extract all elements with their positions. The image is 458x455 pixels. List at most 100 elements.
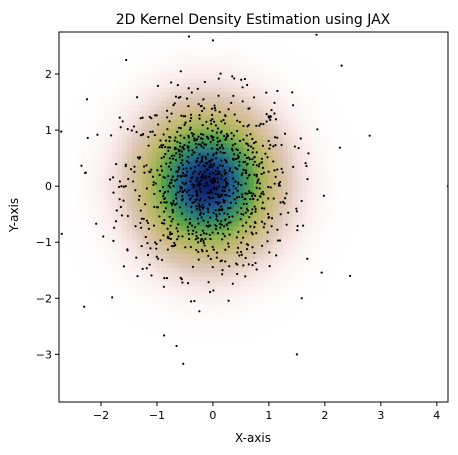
density-cell [229,365,235,371]
density-cell [195,230,201,237]
density-cell [78,50,84,56]
density-cell [165,272,172,278]
density-cell [146,147,152,153]
density-cell [151,346,157,352]
density-cell [151,45,157,52]
density-cell [127,193,133,200]
density-cell [97,156,104,163]
density-cell [277,59,284,65]
density-cell [78,115,84,121]
density-cell [190,203,196,209]
density-cell [141,397,148,402]
density-cell [219,281,225,287]
density-cell [97,198,104,204]
density-cell [287,337,293,343]
density-cell [146,96,152,102]
density-cell [224,392,230,398]
density-cell [287,286,293,292]
density-cell [316,355,323,361]
density-cell [263,217,269,223]
density-cell [161,230,167,237]
density-cell [224,337,230,343]
density-cell [282,59,289,65]
density-cell [282,184,289,190]
density-cell [306,337,313,343]
density-cell [204,351,211,357]
density-cell [277,318,284,324]
density-cell [345,180,352,186]
density-cell [102,346,109,352]
density-cell [209,73,216,79]
density-cell [229,323,235,329]
density-cell [292,374,298,380]
density-cell [78,309,84,315]
density-cell [102,41,109,47]
density-cell [297,170,303,176]
density-cell [185,170,191,176]
density-cell [107,295,114,301]
density-cell [321,392,328,398]
density-cell [151,272,157,278]
density-cell [214,184,221,190]
density-cell [224,388,230,394]
density-cell [88,295,94,301]
density-cell [224,143,230,149]
density-cell [180,309,187,315]
density-cell [224,184,230,190]
density-cell [345,129,352,135]
density-cell [117,50,123,56]
density-cell [238,314,245,320]
density-cell [209,291,216,297]
density-cell [321,87,328,93]
density-cell [316,78,323,84]
density-cell [175,59,182,65]
density-cell [331,59,337,65]
density-cell [175,156,182,163]
density-cell [331,69,337,75]
density-cell [97,323,104,329]
density-cell [122,212,128,218]
density-cell [258,106,264,112]
density-cell [156,124,162,130]
density-cell [180,314,187,320]
density-cell [117,73,123,79]
density-cell [306,235,313,241]
density-cell [287,207,293,213]
density-cell [258,32,264,38]
density-cell [93,138,99,144]
density-cell [355,41,362,47]
density-cell [263,170,269,176]
density-cell [282,281,289,287]
density-cell [355,82,362,89]
density-cell [73,286,80,292]
density-cell [112,337,118,343]
density-cell [180,267,187,274]
density-cell [243,207,250,213]
density-cell [297,189,303,195]
density-cell [88,360,94,366]
density-cell [151,119,157,126]
density-cell [219,152,225,158]
density-cell [263,207,269,213]
density-cell [302,291,308,297]
density-cell [112,152,118,158]
density-cell [345,286,352,292]
density-cell [146,383,152,389]
density-cell [122,203,128,209]
density-cell [59,45,65,52]
density-cell [331,254,337,260]
density-cell [93,332,99,338]
density-cell [234,184,240,190]
density-cell [97,78,104,84]
density-cell [78,217,84,223]
density-cell [360,147,366,153]
density-cell [117,156,123,163]
density-cell [248,207,255,213]
density-cell [204,369,211,375]
density-cell [88,378,94,385]
density-cell [136,59,143,65]
density-cell [136,41,143,47]
density-cell [204,258,211,264]
density-cell [131,129,138,135]
density-cell [63,198,70,204]
